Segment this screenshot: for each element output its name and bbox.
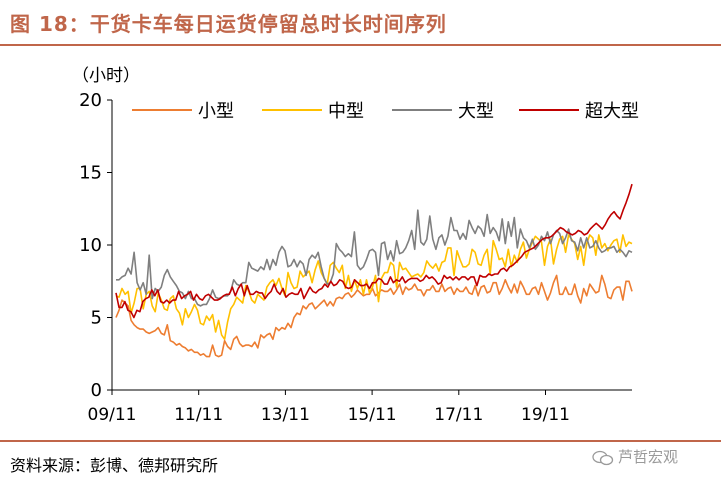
chart: （小时） 小型 中型 大型 超大型 0 5 10 15 20 09/11 11/11 13/11 1…: [72, 66, 639, 425]
x-tick-label: 15/11: [348, 405, 397, 425]
series-line-1: [115, 274, 633, 358]
y-tick-label: 10: [79, 235, 102, 256]
y-axis-unit: （小时）: [72, 66, 140, 86]
x-tick-label: 09/11: [88, 405, 137, 425]
legend-label: 大型: [458, 101, 494, 122]
legend: 小型 中型 大型 超大型: [132, 101, 639, 122]
y-tick-label: 20: [79, 90, 102, 111]
wechat-icon: [592, 450, 614, 465]
x-tick-label: 17/11: [434, 405, 483, 425]
watermark-text: 芦哲宏观: [618, 448, 679, 466]
legend-label: 小型: [198, 101, 234, 122]
x-tick-label: 13/11: [261, 405, 310, 425]
legend-label: 超大型: [585, 101, 639, 122]
watermark: 芦哲宏观: [592, 446, 678, 467]
legend-label: 中型: [328, 101, 364, 122]
title-rule: [0, 44, 721, 46]
series-group: [115, 183, 633, 358]
chart-title: 图 18：干货卡车每日运货停留总时长时间序列: [10, 12, 447, 36]
x-tick-label: 19/11: [521, 405, 570, 425]
y-tick-label: 0: [91, 380, 102, 401]
x-tick-label: 11/11: [174, 405, 223, 425]
source-note: 资料来源：彭博、德邦研究所: [10, 456, 219, 475]
footer-rule: [0, 440, 721, 442]
y-axis: 0 5 10 15 20: [79, 90, 112, 401]
y-tick-label: 15: [79, 163, 102, 184]
series-line-4: [115, 183, 633, 319]
x-axis: 09/11 11/11 13/11 15/11 17/11 19/11: [88, 390, 570, 425]
series-line-3: [116, 209, 633, 307]
y-tick-label: 5: [91, 308, 102, 329]
series-line-2: [115, 234, 633, 341]
